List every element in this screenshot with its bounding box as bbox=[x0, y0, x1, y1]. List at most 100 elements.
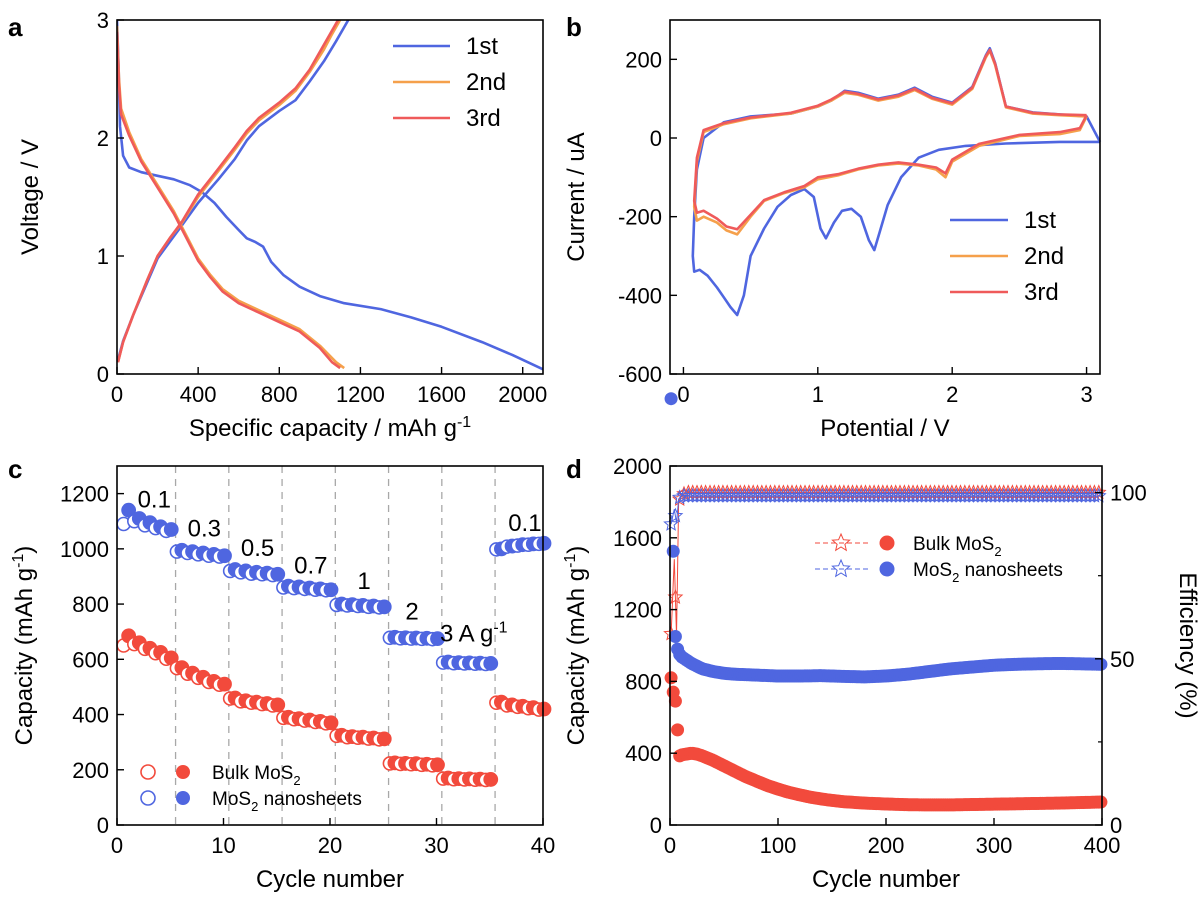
legend-star-marker bbox=[831, 558, 851, 578]
capacity-marker-nanosheets bbox=[666, 544, 680, 558]
y-axis-label-text: Current / uA bbox=[563, 132, 590, 261]
rate-label: 0.5 bbox=[241, 535, 274, 562]
x-tick-label: 0 bbox=[111, 382, 123, 407]
x-tick-label: 300 bbox=[976, 833, 1013, 858]
x-tick-label: 10 bbox=[211, 833, 235, 858]
series-line-3rd-charge bbox=[117, 20, 340, 363]
filled-marker-bulk bbox=[217, 676, 232, 692]
filled-marker-bulk bbox=[483, 772, 499, 787]
capacity-marker-bulk bbox=[668, 694, 682, 708]
rate-label-text: 0.1 bbox=[138, 486, 171, 513]
legend-hollow-marker bbox=[140, 764, 156, 780]
rate-label: 1 bbox=[357, 568, 370, 595]
rate-label: 2 bbox=[405, 598, 418, 625]
y-tick-label: 2000 bbox=[613, 454, 662, 479]
filled-marker-bulk bbox=[430, 757, 445, 773]
rate-label: 3 A g-1 bbox=[440, 619, 508, 647]
panel-b-chart: 0 1 2 3 -600 -400 -200 0 200 Potential / V Current… bbox=[563, 19, 1102, 442]
x-tick-label: 400 bbox=[1084, 833, 1121, 858]
rate-label: 0.1 bbox=[508, 510, 541, 537]
legend-label-sub: 2 bbox=[952, 570, 959, 585]
rate-label: 0.7 bbox=[294, 553, 327, 580]
y2-tick-label: 50 bbox=[1110, 647, 1134, 672]
x-tick-label: 20 bbox=[318, 833, 342, 858]
legend-label-text: MoS bbox=[212, 789, 251, 810]
x-tick-label: 1600 bbox=[417, 382, 466, 407]
capacity-marker-nanosheets bbox=[668, 630, 682, 644]
y-tick-label: 1200 bbox=[60, 482, 109, 507]
legend-label-tail: nanosheets bbox=[959, 560, 1063, 581]
legend-filled-marker bbox=[879, 561, 895, 577]
y-tick-label: 400 bbox=[72, 703, 109, 728]
legend-label-3rd: 3rd bbox=[1024, 279, 1059, 306]
x-tick-label: 0 bbox=[111, 833, 123, 858]
filled-marker-nanosheets bbox=[536, 535, 552, 551]
filled-marker-bulk bbox=[270, 697, 286, 713]
capacity-marker-nanosheets bbox=[1094, 657, 1108, 671]
x-axis-label-text: Specific capacity / mAh g bbox=[189, 415, 457, 442]
y-tick-label: 1 bbox=[97, 244, 109, 269]
legend-label: MoS2 nanosheets bbox=[212, 789, 362, 814]
y-axis-label-text: Capacity (mAh g bbox=[11, 568, 38, 745]
legend-filled-marker bbox=[879, 535, 895, 551]
legend-label-tail: nanosheets bbox=[258, 789, 362, 810]
legend-label-2nd: 2nd bbox=[1024, 243, 1064, 270]
y-axis-label-sup: -1 bbox=[10, 554, 27, 568]
legend-star-marker bbox=[831, 532, 851, 552]
x-axis-label: Cycle number bbox=[812, 866, 960, 893]
x-tick-label: 1200 bbox=[336, 382, 385, 407]
filled-marker-bulk bbox=[536, 701, 552, 717]
y-axis-label: Capacity (mAh g-1) bbox=[10, 546, 38, 746]
y-tick-label: 200 bbox=[72, 758, 109, 783]
x-tick-label: 400 bbox=[180, 382, 217, 407]
legend-label-sub: 2 bbox=[994, 544, 1001, 559]
x-tick-label: 2000 bbox=[498, 382, 547, 407]
efficiency-marker-nanosheets bbox=[1086, 487, 1103, 503]
y-axis-label: Current / uA bbox=[563, 132, 590, 261]
x-tick-label: 3 bbox=[1080, 382, 1092, 407]
filled-marker-nanosheets bbox=[323, 582, 339, 598]
x-tick-label: 2 bbox=[946, 382, 958, 407]
legend-label: Bulk MoS2 bbox=[913, 534, 1002, 559]
capacity-marker-bulk bbox=[1094, 795, 1108, 809]
legend-label-text: Bulk MoS bbox=[913, 534, 994, 555]
y-tick-label: 800 bbox=[625, 669, 662, 694]
legend-label-3rd: 3rd bbox=[466, 105, 501, 132]
y-axis-label-sup: -1 bbox=[562, 554, 579, 568]
filled-marker-nanosheets bbox=[217, 548, 232, 564]
legend-label-1st: 1st bbox=[1024, 207, 1056, 234]
legend-filled-marker bbox=[176, 791, 190, 805]
capacity-marker-bulk bbox=[671, 723, 685, 737]
filled-marker-nanosheets bbox=[430, 631, 445, 646]
rate-label-text: 0.7 bbox=[294, 553, 327, 580]
legend-label: Bulk MoS2 bbox=[212, 763, 301, 788]
rate-label: 0.1 bbox=[138, 486, 171, 513]
y-tick-label: 800 bbox=[72, 592, 109, 617]
y-tick-label: 1000 bbox=[60, 537, 109, 562]
y-tick-label: 400 bbox=[625, 741, 662, 766]
x-axis-label: Cycle number bbox=[256, 866, 404, 893]
x-tick-label: 200 bbox=[868, 833, 905, 858]
rate-label-sup: -1 bbox=[493, 619, 507, 636]
series-line-1st-charge bbox=[117, 20, 350, 361]
rate-label-text: 0.1 bbox=[508, 510, 541, 537]
y-tick-label: 600 bbox=[72, 647, 109, 672]
y-axis-label: Capacity (mAh g-1) bbox=[562, 546, 590, 746]
rate-label-text: 2 bbox=[405, 598, 418, 625]
rate-label-text: 3 A g bbox=[440, 620, 493, 647]
x-tick-label: 40 bbox=[531, 833, 555, 858]
x-tick-label: 30 bbox=[424, 833, 448, 858]
plot-frame bbox=[669, 19, 1101, 375]
efficiency-marker-nanosheets bbox=[663, 515, 679, 531]
series-line-1st bbox=[691, 47, 1102, 317]
legend-label: MoS2 nanosheets bbox=[913, 560, 1063, 585]
y2-axis-label: Efficiency (%) bbox=[1174, 572, 1200, 718]
legend-label-2nd: 2nd bbox=[466, 69, 506, 96]
filled-marker-nanosheets bbox=[483, 656, 499, 671]
y-tick-label: 0 bbox=[650, 813, 662, 838]
x-axis-label-sup: -1 bbox=[457, 414, 471, 431]
y-tick-label: 3 bbox=[97, 8, 109, 33]
x-axis-label-text: Potential / V bbox=[820, 415, 949, 442]
